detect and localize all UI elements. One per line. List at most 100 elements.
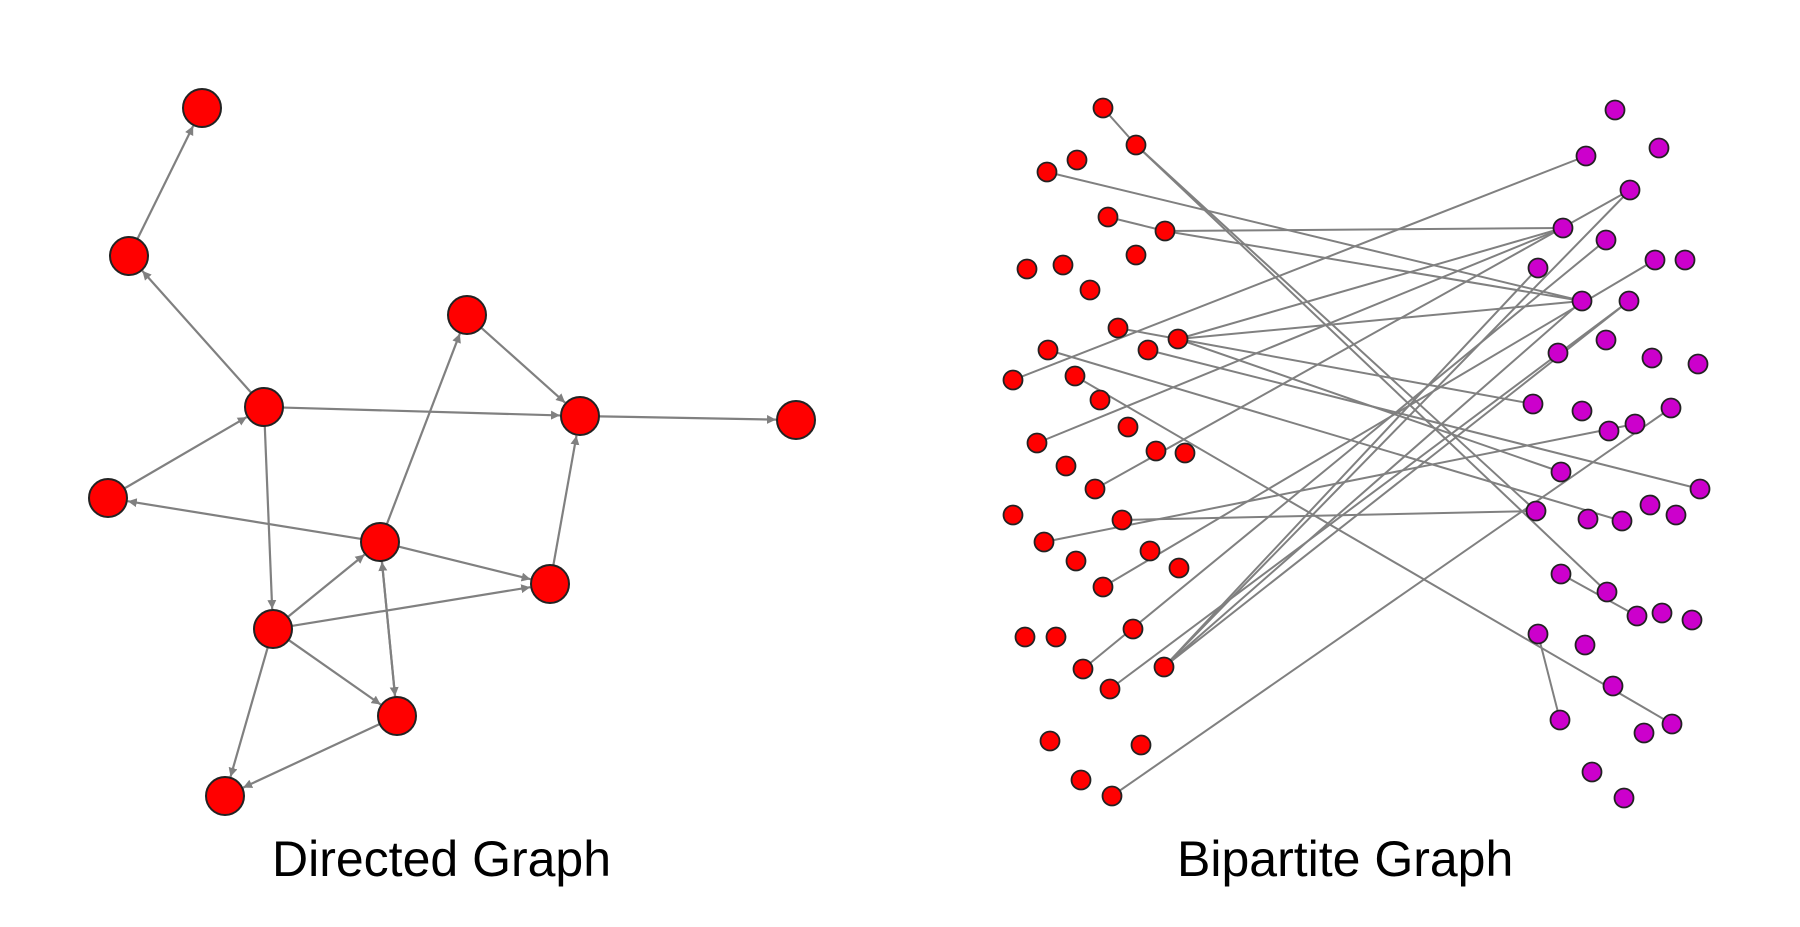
bipartite-left-node-L13 [1037, 339, 1059, 361]
directed-edge-n7-n8 [398, 545, 531, 582]
bipartite-left-node-L37 [1130, 734, 1152, 756]
directed-edge-n7-n6 [127, 498, 362, 541]
bipartite-edge-L5-R9 [1164, 230, 1583, 302]
bipartite-right-node-R17 [1660, 397, 1682, 419]
directed-edge-n3-n9 [263, 425, 277, 610]
bipartite-right-node-R5 [1595, 229, 1617, 251]
bipartite-right-node-R38 [1581, 761, 1603, 783]
bipartite-left-node-L31 [1014, 626, 1036, 648]
directed-node-n6 [88, 478, 128, 518]
bipartite-edge-L1-R22 [1135, 144, 1537, 512]
bipartite-left-node-L29 [1092, 576, 1114, 598]
bipartite-left-node-L20 [1174, 442, 1196, 464]
bipartite-right-node-R16 [1571, 400, 1593, 422]
bipartite-right-node-R8 [1527, 257, 1549, 279]
bipartite-right-node-R9 [1571, 290, 1593, 312]
bipartite-left-node-L5 [1154, 220, 1176, 242]
directed-edge-n7-n2 [385, 333, 461, 525]
directed-node-n3 [244, 387, 284, 427]
bipartite-left-node-L9 [1079, 279, 1101, 301]
bipartite-left-node-L35 [1099, 678, 1121, 700]
bipartite-right-node-R18 [1624, 413, 1646, 435]
bipartite-edge-L25-R18 [1043, 423, 1636, 543]
directed-node-n0 [182, 88, 222, 128]
directed-edge-n10-n11 [242, 723, 381, 789]
bipartite-edge-L11-R4 [1177, 227, 1564, 340]
directed-edge-n9-n10 [287, 639, 382, 706]
bipartite-right-node-R20 [1550, 461, 1572, 483]
bipartite-right-node-R34 [1602, 675, 1624, 697]
bipartite-left-node-L26 [1065, 550, 1087, 572]
bipartite-right-node-R23 [1577, 508, 1599, 530]
bipartite-right-node-R27 [1550, 563, 1572, 585]
bipartite-edge-L11-R15 [1177, 338, 1534, 405]
bipartite-left-node-L11 [1167, 328, 1189, 350]
bipartite-right-node-R0 [1604, 99, 1626, 121]
directed-node-n5 [776, 400, 816, 440]
directed-edge-n9-n7 [287, 553, 366, 618]
directed-node-n9 [253, 609, 293, 649]
bipartite-edge-L39-R17 [1111, 407, 1672, 797]
directed-graph [88, 88, 816, 816]
directed-edge-n4-n5 [598, 414, 777, 424]
bipartite-right-node-R26 [1665, 504, 1687, 526]
directed-node-n8 [530, 564, 570, 604]
bipartite-right-node-R12 [1547, 342, 1569, 364]
directed-edge-n6-n3 [123, 416, 248, 490]
bipartite-left-node-L1 [1125, 134, 1147, 156]
bipartite-edge-L3-R9 [1046, 171, 1583, 302]
bipartite-left-node-L36 [1039, 730, 1061, 752]
bipartite-left-node-L4 [1097, 206, 1119, 228]
directed-edge-n9-n8 [291, 584, 531, 628]
bipartite-right-node-R6 [1644, 249, 1666, 271]
bipartite-graph-caption: Bipartite Graph [1177, 831, 1514, 887]
bipartite-right-node-R29 [1626, 605, 1648, 627]
bipartite-right-node-R33 [1574, 634, 1596, 656]
directed-node-n10 [377, 696, 417, 736]
directed-node-n11 [205, 776, 245, 816]
directed-edge-n8-n4 [552, 435, 580, 566]
directed-edge-n1-n0 [136, 125, 195, 240]
bipartite-right-node-R22 [1525, 500, 1547, 522]
bipartite-edge-L24-R22 [1121, 510, 1537, 521]
bipartite-right-node-R7 [1674, 249, 1696, 271]
bipartite-edge-L33-R5 [1082, 239, 1607, 670]
directed-graph-edges [123, 125, 777, 789]
bipartite-left-node-L25 [1033, 531, 1055, 553]
directed-node-n7 [360, 522, 400, 562]
bipartite-edge-L34-R8 [1163, 267, 1539, 668]
bipartite-edge-L34-R10 [1163, 300, 1630, 668]
bipartite-left-node-L15 [1064, 365, 1086, 387]
bipartite-right-node-R25 [1639, 494, 1661, 516]
bipartite-left-node-L17 [1117, 416, 1139, 438]
bipartite-left-node-L6 [1125, 244, 1147, 266]
bipartite-left-node-L39 [1101, 785, 1123, 807]
directed-graph-caption: Directed Graph [272, 831, 612, 887]
bipartite-right-node-R39 [1613, 787, 1635, 809]
bipartite-graph-nodes [1002, 97, 1711, 809]
directed-node-n1 [109, 236, 149, 276]
bipartite-right-node-R32 [1527, 623, 1549, 645]
bipartite-right-node-R31 [1681, 609, 1703, 631]
bipartite-left-node-L22 [1084, 478, 1106, 500]
bipartite-left-node-L7 [1016, 258, 1038, 280]
bipartite-right-node-R10 [1618, 290, 1640, 312]
bipartite-edge-L35-R10 [1109, 300, 1630, 690]
bipartite-edge-L34-R9 [1163, 300, 1583, 668]
bipartite-right-node-R37 [1661, 713, 1683, 735]
bipartite-right-node-R36 [1633, 722, 1655, 744]
bipartite-edge-L34-R3 [1163, 189, 1631, 668]
bipartite-right-node-R3 [1619, 179, 1641, 201]
bipartite-left-node-L3 [1036, 161, 1058, 183]
bipartite-edge-L12-R21 [1147, 349, 1701, 490]
bipartite-left-node-L8 [1052, 254, 1074, 276]
bipartite-left-node-L33 [1072, 658, 1094, 680]
directed-node-n4 [560, 396, 600, 436]
bipartite-right-node-R28 [1596, 581, 1618, 603]
bipartite-right-node-R19 [1598, 420, 1620, 442]
bipartite-left-node-L34 [1153, 656, 1175, 678]
bipartite-edge-L22-R3 [1094, 189, 1631, 490]
bipartite-left-node-L27 [1139, 540, 1161, 562]
bipartite-left-node-L14 [1002, 369, 1024, 391]
